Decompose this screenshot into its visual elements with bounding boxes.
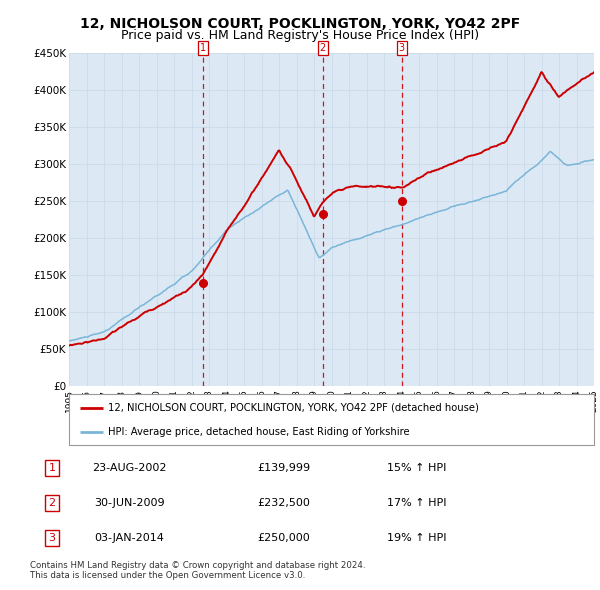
Text: 2: 2 (320, 43, 326, 53)
Text: 3: 3 (49, 533, 56, 543)
Text: 1: 1 (200, 43, 206, 53)
Text: 03-JAN-2014: 03-JAN-2014 (94, 533, 164, 543)
Text: 12, NICHOLSON COURT, POCKLINGTON, YORK, YO42 2PF (detached house): 12, NICHOLSON COURT, POCKLINGTON, YORK, … (109, 402, 479, 412)
Text: £250,000: £250,000 (257, 533, 310, 543)
Text: 30-JUN-2009: 30-JUN-2009 (94, 498, 164, 508)
Text: 3: 3 (398, 43, 405, 53)
Text: HPI: Average price, detached house, East Riding of Yorkshire: HPI: Average price, detached house, East… (109, 428, 410, 437)
Text: 15% ↑ HPI: 15% ↑ HPI (387, 463, 446, 473)
Text: 19% ↑ HPI: 19% ↑ HPI (386, 533, 446, 543)
Text: Price paid vs. HM Land Registry's House Price Index (HPI): Price paid vs. HM Land Registry's House … (121, 30, 479, 42)
Text: 12, NICHOLSON COURT, POCKLINGTON, YORK, YO42 2PF: 12, NICHOLSON COURT, POCKLINGTON, YORK, … (80, 17, 520, 31)
Text: Contains HM Land Registry data © Crown copyright and database right 2024.
This d: Contains HM Land Registry data © Crown c… (30, 560, 365, 580)
Text: £139,999: £139,999 (257, 463, 310, 473)
Text: 17% ↑ HPI: 17% ↑ HPI (386, 498, 446, 508)
Text: 23-AUG-2002: 23-AUG-2002 (92, 463, 167, 473)
Text: £232,500: £232,500 (257, 498, 310, 508)
Text: 2: 2 (49, 498, 56, 508)
Text: 1: 1 (49, 463, 56, 473)
